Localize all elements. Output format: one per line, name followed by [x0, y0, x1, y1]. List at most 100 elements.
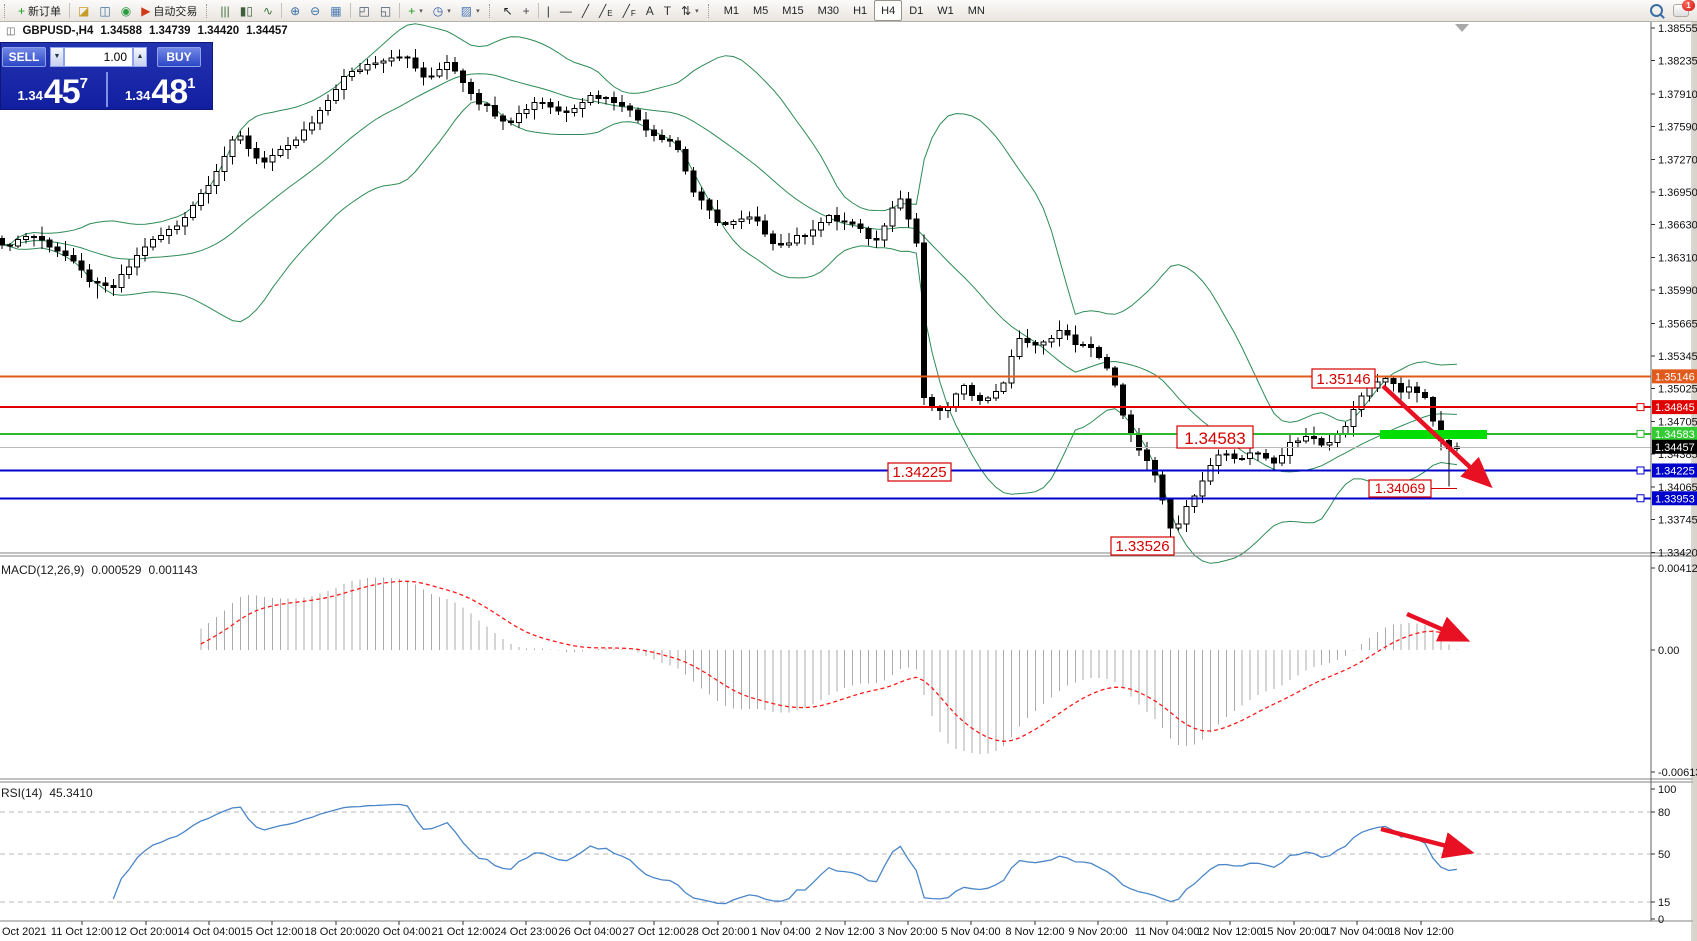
toolbar-drag-handle[interactable]: [707, 3, 714, 18]
volume-increase-button[interactable]: ▲: [133, 46, 147, 67]
toolbar-right-group: 1: [1650, 0, 1697, 19]
indicator-window-icon[interactable]: ◰: [354, 0, 375, 21]
notifications-icon[interactable]: 1: [1673, 0, 1695, 17]
indicator-window2-icon[interactable]: ◱: [375, 0, 396, 21]
timeframe-d1-button[interactable]: D1: [902, 0, 930, 21]
svg-text:1.35990: 1.35990: [1658, 285, 1697, 297]
trendline-icon[interactable]: ╱: [577, 0, 594, 21]
price-annotations[interactable]: 1.35146 1.34583 1.34225 1.34069 1.33526: [887, 368, 1457, 556]
svg-text:1.35345: 1.35345: [1658, 351, 1697, 363]
dropdown-caret-icon[interactable]: ▾: [476, 7, 480, 15]
svg-text:1.34583: 1.34583: [1184, 429, 1245, 448]
one-click-trading-panel: SELL ▼ ▲ BUY 1.34 45 7 1.34 48 1: [0, 42, 213, 110]
volume-decrease-button[interactable]: ▼: [50, 46, 64, 67]
new-order-button[interactable]: + 新订单: [13, 0, 66, 21]
fibonacci-icon[interactable]: ╱ F: [618, 0, 641, 21]
signals-icon[interactable]: ◉: [116, 0, 136, 21]
cursor-icon: ↖: [502, 3, 513, 18]
bar-open: 1.34588: [100, 25, 142, 37]
hline-handle: [1636, 494, 1645, 503]
toolbar-drag-handle[interactable]: [206, 3, 212, 18]
trendline-icon: ╱: [581, 3, 590, 18]
timeframe-label: W1: [937, 4, 954, 17]
text-icon[interactable]: A: [641, 0, 659, 21]
arrows-icon[interactable]: ⇅ ▾: [676, 0, 704, 21]
vertical-line-icon[interactable]: |: [542, 0, 555, 21]
svg-text:5 Nov 04:00: 5 Nov 04:00: [941, 926, 1000, 938]
svg-text:8 Nov 12:00: 8 Nov 12:00: [1005, 926, 1064, 938]
channel-icon-sub: E: [607, 9, 613, 18]
toolbar-separator: [537, 3, 539, 18]
sell-price[interactable]: 1.34 45 7: [0, 69, 106, 110]
timeframe-h4-button[interactable]: H4: [874, 0, 903, 21]
templates-button[interactable]: ▨ ▾: [456, 0, 485, 21]
svg-text:1.36950: 1.36950: [1658, 187, 1697, 199]
periods-button[interactable]: ◷ ▾: [428, 0, 456, 21]
svg-text:1.33745: 1.33745: [1658, 515, 1697, 527]
add-indicator-button: +: [408, 3, 416, 18]
volume-input[interactable]: [64, 46, 133, 67]
rsi-label: RSI(14) 45.3410: [1, 786, 93, 800]
horizontal-line-icon: —: [559, 3, 572, 18]
macd-name: MACD(12,26,9): [1, 563, 85, 577]
svg-text:9 Nov 20:00: 9 Nov 20:00: [1068, 926, 1127, 938]
price-badge: [1652, 439, 1697, 454]
candlestick-chart-icon[interactable]: ▮▯: [235, 0, 258, 21]
timeframe-m1-button[interactable]: M1: [717, 0, 746, 21]
svg-text:1.37270: 1.37270: [1658, 154, 1697, 166]
profiles-icon[interactable]: ◪: [73, 0, 94, 21]
chart-shift-marker: [1455, 24, 1469, 32]
bar-chart-icon[interactable]: |||: [215, 0, 234, 21]
autotrading-button[interactable]: ▶ 自动交易: [136, 0, 202, 21]
zoom-out-icon[interactable]: ⊖: [305, 0, 325, 21]
horizontal-line-icon[interactable]: —: [555, 0, 577, 21]
svg-text:14 Oct 04:00: 14 Oct 04:00: [178, 926, 241, 938]
buy-price[interactable]: 1.34 48 1: [108, 69, 214, 110]
symbol-info: ◫ GBPUSD-,H4 1.34588 1.34739 1.34420 1.3…: [6, 25, 288, 37]
dropdown-caret-icon[interactable]: ▾: [419, 7, 423, 15]
toolbar-drag-handle[interactable]: [488, 3, 495, 18]
charts-icon[interactable]: ◫: [94, 0, 115, 21]
timeframe-m5-button[interactable]: M5: [746, 0, 775, 21]
periods-button: ◷: [432, 3, 444, 18]
price-axis: 1.38555 1.38235 1.37910 1.37590 1.37270 1.369…: [1651, 23, 1697, 926]
search-icon[interactable]: [1650, 4, 1665, 19]
channel-icon[interactable]: ╱ E: [594, 0, 618, 21]
svg-text:1.35665: 1.35665: [1658, 318, 1697, 330]
svg-text:1.33420: 1.33420: [1658, 548, 1697, 560]
sell-button[interactable]: SELL: [2, 46, 46, 67]
svg-text:1.33526: 1.33526: [1115, 538, 1169, 555]
timeframe-label: H4: [881, 4, 896, 17]
tile-windows-icon[interactable]: ▦: [325, 0, 346, 21]
buy-button[interactable]: BUY: [157, 46, 201, 67]
horizontal-line-objects[interactable]: [0, 375, 1651, 503]
line-chart-icon[interactable]: ∿: [258, 0, 278, 21]
timeframe-mn-button[interactable]: MN: [961, 0, 992, 21]
timeframe-h1-button[interactable]: H1: [846, 0, 874, 21]
svg-text:1.33953: 1.33953: [1655, 493, 1695, 505]
timeframe-m15-button[interactable]: M15: [775, 0, 810, 21]
zoom-in-icon[interactable]: ⊕: [285, 0, 305, 21]
cursor-icon[interactable]: ↖: [498, 0, 518, 21]
dropdown-caret-icon[interactable]: ▾: [447, 7, 451, 15]
time-axis: Oct 2021 11 Oct 12:00 12 Oct 20:00 14 Oct 0…: [2, 921, 1454, 938]
svg-text:100: 100: [1658, 784, 1676, 796]
svg-text:3 Nov 20:00: 3 Nov 20:00: [878, 926, 937, 938]
text-label-icon[interactable]: T: [659, 0, 676, 21]
dropdown-caret-icon[interactable]: ▾: [695, 7, 699, 15]
svg-text:1.37910: 1.37910: [1658, 89, 1697, 101]
chart-icon: ◫: [6, 25, 16, 37]
timeframe-w1-button[interactable]: W1: [930, 0, 961, 21]
timeframe-m30-button[interactable]: M30: [811, 0, 846, 21]
svg-text:1.35025: 1.35025: [1658, 384, 1697, 396]
svg-text:1.36310: 1.36310: [1658, 252, 1697, 264]
buy-price-prefix: 1.34: [125, 88, 151, 103]
fibonacci-icon: ╱: [622, 3, 630, 18]
add-indicator-button[interactable]: + ▾: [403, 0, 428, 21]
trend-arrows[interactable]: [1380, 384, 1493, 859]
annotation-box: [887, 462, 952, 482]
hline-handle: [1636, 403, 1645, 412]
crosshair-icon[interactable]: +: [518, 0, 535, 21]
timeframe-label: M5: [752, 4, 769, 17]
toolbar-drag-handle[interactable]: [4, 3, 10, 18]
